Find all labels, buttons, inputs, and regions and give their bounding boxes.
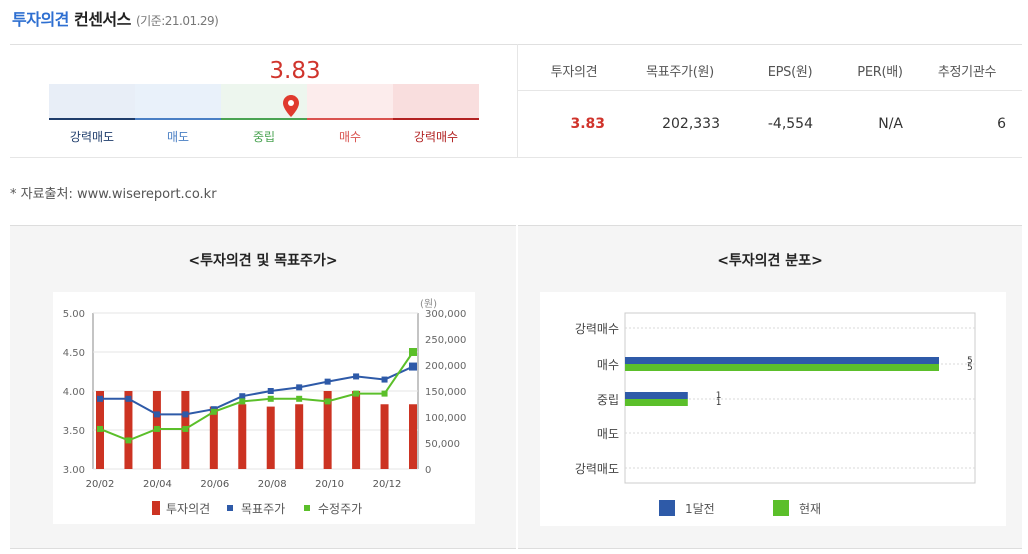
gauge-segment-bar — [135, 118, 221, 120]
chart1-bg — [53, 292, 475, 524]
header-title-blue: 투자의견 — [12, 10, 69, 29]
gauge-segment — [393, 84, 479, 120]
table-header-cell: 추정기관수 — [937, 65, 997, 80]
opinion-distribution-panel: <투자의견 분포> — [518, 225, 1022, 549]
table-header-cell: PER(배) — [857, 65, 903, 80]
data-source: * 자료출처: www.wisereport.co.kr — [10, 187, 217, 202]
table-header-cell: 목표주가(원) — [646, 65, 714, 80]
top-divider — [10, 44, 1022, 45]
gauge-label: 매도 — [166, 130, 190, 144]
table-header-cell: EPS(원) — [767, 65, 813, 80]
table-value-cell: 202,333 — [662, 116, 720, 132]
gauge-segment-bar — [307, 118, 393, 120]
chart2-bg — [540, 292, 1006, 526]
table-value-cell: 6 — [997, 116, 1006, 132]
gauge-segment — [307, 84, 393, 120]
table-value-cell: 3.83 — [570, 116, 605, 132]
gauge-label: 중립 — [252, 130, 276, 144]
summary-table-header — [518, 44, 1022, 91]
header-title-black: 컨센서스 — [73, 10, 131, 29]
header-date: (기준:21.01.29) — [135, 14, 219, 28]
gauge-segment-bar — [221, 118, 307, 120]
chart1-title: <투자의견 및 목표주가> — [188, 253, 338, 269]
gauge-label: 강력매도 — [69, 130, 115, 144]
gauge-label: 매수 — [338, 130, 362, 144]
chart2-title: <투자의견 분포> — [717, 253, 823, 269]
table-value-cell: -4,554 — [767, 116, 813, 132]
gauge-segment — [49, 84, 135, 120]
gauge-segment-bar — [49, 118, 135, 120]
opinion-price-panel: <투자의견 및 목표주가> — [10, 225, 516, 549]
gauge-value: 3.83 — [269, 58, 321, 84]
location-marker-icon — [283, 95, 299, 121]
gauge-segment — [135, 84, 221, 120]
table-header-cell: 투자의견 — [550, 65, 598, 80]
gauge-segment-bar — [393, 118, 479, 120]
consensus-header: 투자의견 컨센서스 (기준:21.01.29) — [12, 6, 219, 30]
vertical-divider — [517, 44, 518, 157]
gauge-label: 강력매수 — [413, 130, 459, 144]
summary-divider — [10, 157, 1022, 158]
table-value-cell: N/A — [878, 116, 903, 132]
